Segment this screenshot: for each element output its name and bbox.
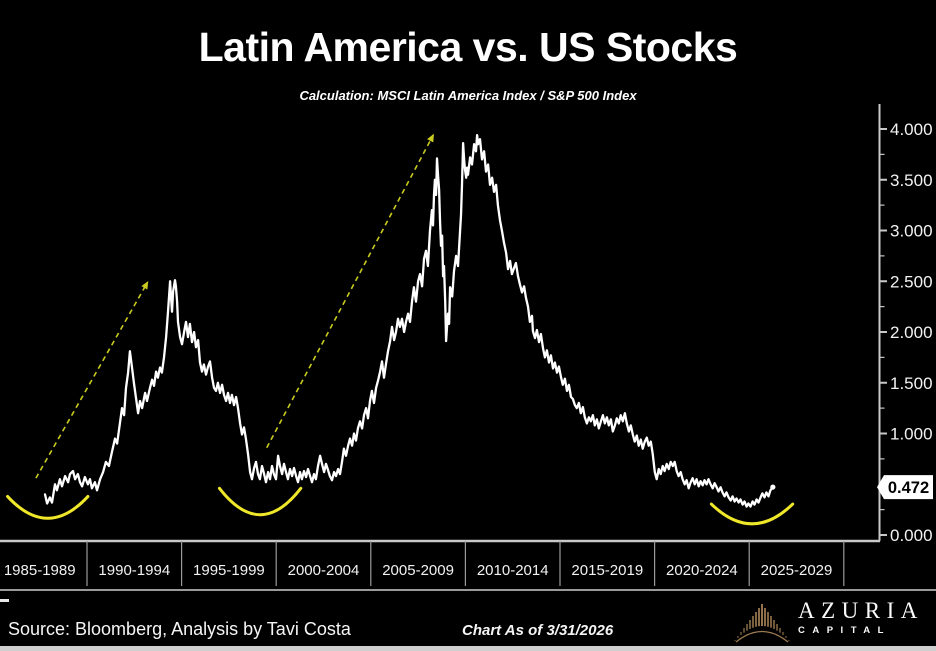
as-of-note: Chart As of 3/31/2026 — [462, 622, 614, 639]
trend-arrow — [266, 133, 434, 449]
x-axis-label: 1985-1989 — [4, 562, 76, 579]
logo-subname: CAPITAL — [798, 625, 891, 636]
last-point-dot — [770, 484, 776, 490]
support-arc — [709, 502, 795, 526]
edge-artifact-mark — [0, 599, 9, 602]
y-axis-label: 3.500 — [890, 171, 933, 190]
y-axis-label: 0.000 — [890, 526, 933, 545]
y-axis-label: 1.000 — [890, 425, 933, 444]
support-arc — [217, 486, 303, 516]
x-axis-label: 2000-2004 — [288, 562, 360, 579]
page-title: Latin America vs. US Stocks — [198, 24, 738, 70]
support-arc — [6, 494, 90, 520]
chart-subtitle: Calculation: MSCI Latin America Index / … — [299, 88, 637, 103]
y-axis-label: 2.500 — [890, 272, 933, 291]
last-value-callout — [877, 475, 933, 500]
y-axis-label: 3.000 — [890, 222, 933, 241]
last-value-label: 0.472 — [888, 479, 929, 497]
bottom-border — [0, 646, 936, 651]
x-axis-label: 2005-2009 — [382, 562, 454, 579]
azuria-mountain-icon — [734, 604, 790, 643]
logo-arch — [735, 630, 789, 643]
source-note: Source: Bloomberg, Analysis by Tavi Cost… — [8, 619, 351, 639]
x-axis-label: 1995-1999 — [193, 562, 265, 579]
x-axis-label: 2025-2029 — [761, 562, 833, 579]
trend-arrow — [35, 280, 149, 479]
y-axis-label: 1.500 — [890, 374, 933, 393]
y-axis-label: 4.000 — [890, 120, 933, 139]
x-axis-label: 1990-1994 — [98, 562, 170, 579]
x-axis-label: 2010-2014 — [477, 562, 549, 579]
ratio-line-chart: 1985-1989 1990-1994 1995-1999 2000-2004 2005… — [0, 104, 933, 586]
ratio-line-series — [43, 133, 775, 508]
azuria-logo-text: AZURIA CAPITAL — [798, 598, 933, 637]
x-axis-label: 2015-2019 — [571, 562, 643, 579]
azuria-logo: AZURIA CAPITAL — [728, 597, 933, 645]
logo-name: AZURIA — [798, 598, 924, 623]
y-axis-label: 2.000 — [890, 323, 933, 342]
x-axis-label: 2020-2024 — [666, 562, 738, 579]
